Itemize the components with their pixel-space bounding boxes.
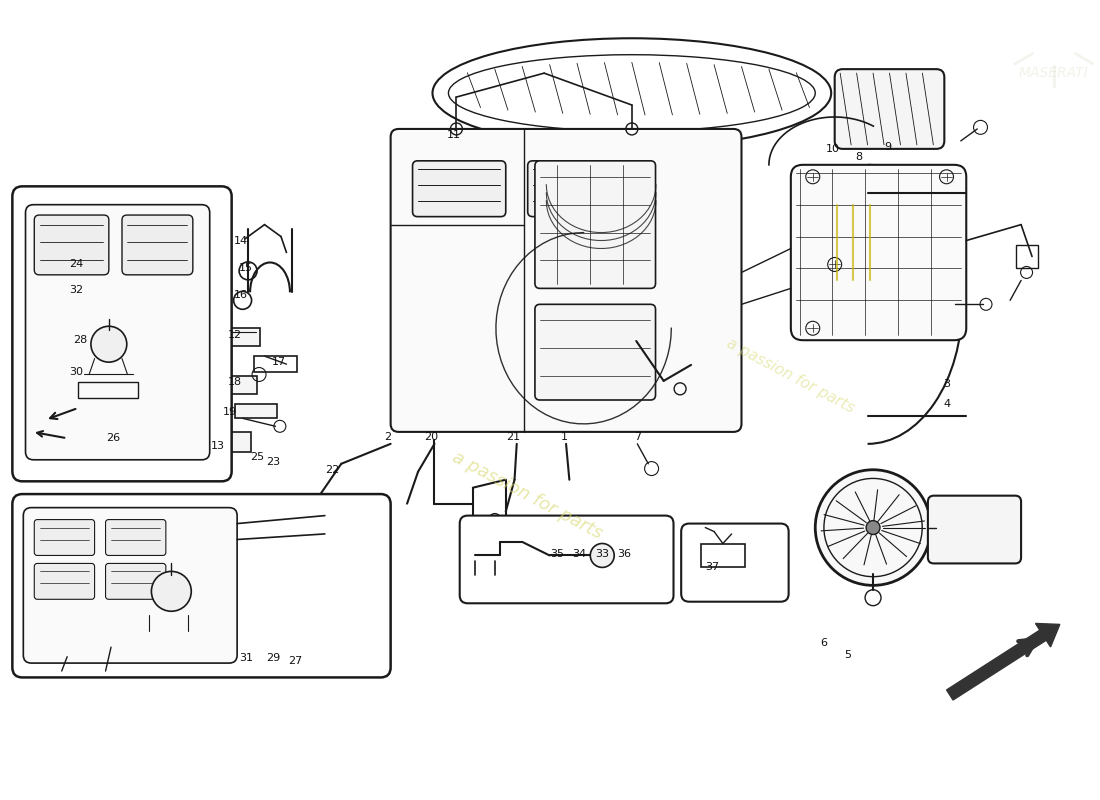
FancyBboxPatch shape	[12, 186, 232, 482]
Text: 10: 10	[825, 144, 839, 154]
Text: 17: 17	[272, 357, 286, 366]
Text: a passion for parts: a passion for parts	[725, 336, 857, 416]
Text: 20: 20	[425, 433, 438, 442]
FancyBboxPatch shape	[412, 161, 506, 217]
Text: 27: 27	[288, 657, 302, 666]
Text: 31: 31	[239, 653, 253, 662]
Circle shape	[152, 571, 191, 611]
Text: MASERATI: MASERATI	[1019, 66, 1089, 80]
Bar	[78, 382, 139, 398]
Bar	[1015, 245, 1037, 269]
FancyBboxPatch shape	[34, 563, 95, 599]
Text: 29: 29	[266, 653, 280, 662]
Text: 36: 36	[617, 549, 631, 559]
FancyBboxPatch shape	[25, 205, 210, 460]
Bar	[199, 432, 252, 452]
Text: 5: 5	[845, 650, 851, 660]
Text: 8: 8	[855, 152, 862, 162]
Text: 19: 19	[222, 407, 236, 417]
FancyBboxPatch shape	[106, 519, 166, 555]
FancyBboxPatch shape	[681, 523, 789, 602]
FancyBboxPatch shape	[928, 496, 1021, 563]
FancyBboxPatch shape	[12, 494, 390, 678]
Text: 3: 3	[943, 379, 950, 389]
Bar	[235, 404, 276, 418]
Text: 1: 1	[560, 433, 568, 442]
Text: 7: 7	[634, 433, 641, 442]
Text: 12: 12	[228, 330, 242, 340]
Circle shape	[815, 470, 931, 586]
Circle shape	[91, 326, 127, 362]
Text: 24: 24	[69, 259, 84, 270]
FancyBboxPatch shape	[791, 165, 966, 340]
Text: 33: 33	[595, 549, 609, 559]
Bar	[213, 376, 257, 394]
Bar	[219, 328, 261, 346]
FancyBboxPatch shape	[390, 129, 741, 432]
FancyBboxPatch shape	[106, 563, 166, 599]
FancyBboxPatch shape	[528, 161, 612, 217]
Text: 28: 28	[74, 335, 88, 346]
Text: 26: 26	[107, 434, 120, 443]
Text: 2: 2	[384, 433, 390, 442]
Text: 16: 16	[233, 290, 248, 300]
Text: 37: 37	[705, 562, 719, 573]
Text: 32: 32	[69, 285, 82, 295]
Circle shape	[866, 521, 880, 534]
Text: 4: 4	[943, 399, 950, 409]
Text: 14: 14	[233, 235, 248, 246]
Text: 25: 25	[250, 452, 264, 462]
Bar	[701, 543, 745, 567]
FancyBboxPatch shape	[460, 515, 673, 603]
FancyBboxPatch shape	[34, 519, 95, 555]
FancyBboxPatch shape	[535, 304, 656, 400]
Text: 13: 13	[210, 442, 224, 451]
Text: 11: 11	[448, 130, 461, 140]
FancyBboxPatch shape	[34, 215, 109, 275]
Text: 9: 9	[883, 142, 891, 152]
FancyBboxPatch shape	[122, 215, 192, 275]
Circle shape	[591, 543, 614, 567]
Text: 30: 30	[69, 367, 82, 377]
Text: 15: 15	[239, 263, 253, 274]
Text: 34: 34	[572, 549, 586, 559]
Text: a passion for parts: a passion for parts	[450, 448, 606, 543]
Text: 22: 22	[326, 465, 340, 475]
FancyArrow shape	[947, 623, 1059, 700]
Text: 35: 35	[550, 549, 564, 559]
Bar	[254, 356, 297, 372]
Text: 21: 21	[506, 433, 520, 442]
FancyBboxPatch shape	[23, 508, 238, 663]
Text: 23: 23	[266, 457, 280, 467]
FancyBboxPatch shape	[835, 69, 944, 149]
Text: 18: 18	[228, 378, 242, 387]
FancyBboxPatch shape	[535, 161, 656, 288]
Text: 6: 6	[821, 638, 827, 648]
